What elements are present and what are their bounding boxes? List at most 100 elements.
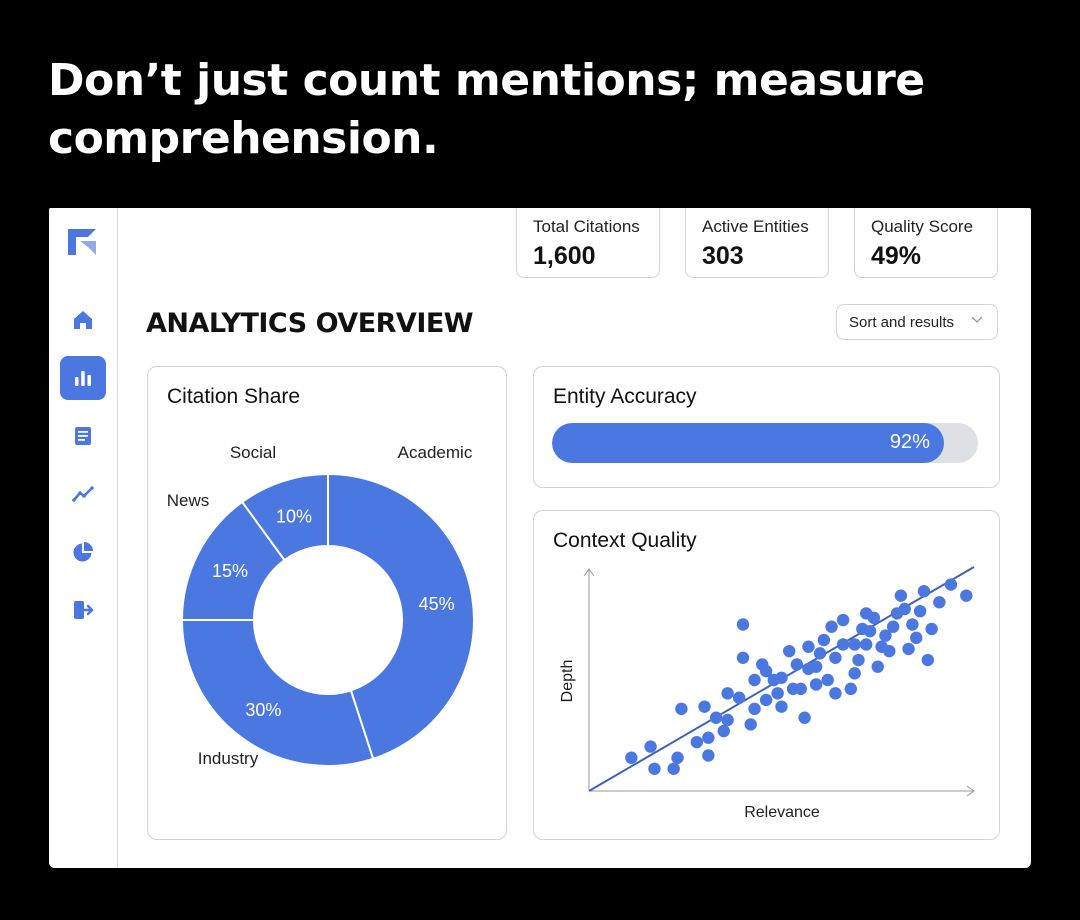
scatter-point [702, 731, 715, 744]
category-label-news: News [167, 491, 210, 510]
headline: Don’t just count mentions; measure compr… [48, 55, 925, 164]
trend-line-icon [72, 486, 94, 502]
scatter-point [798, 711, 811, 724]
document-icon [75, 427, 91, 445]
scatter-point [667, 762, 680, 775]
x-axis-label: Relevance [744, 804, 820, 821]
scatter-point [702, 749, 715, 762]
y-axis-arrow-icon [583, 568, 595, 577]
scatter-point [675, 702, 688, 716]
x-axis-arrow-icon [966, 785, 975, 797]
scatter-point [717, 724, 730, 738]
kpi-card-active-entities: Active Entities 303 [685, 208, 829, 278]
category-label-industry: Industry [198, 749, 259, 768]
scatter-point [756, 658, 769, 671]
scatter-point [836, 613, 850, 627]
scatter-point [848, 638, 861, 651]
citation-share-donut-chart: 45% Academic 30% Industry 15% News 10% Social [167, 443, 475, 768]
scatter-point [736, 651, 750, 664]
donut-slice-social[interactable] [240, 472, 329, 562]
app-logo-icon [68, 229, 96, 255]
home-icon [74, 311, 92, 329]
scatter-point [709, 711, 723, 724]
scatter-point [829, 651, 842, 664]
bar-chart-icon [75, 371, 91, 386]
donut-slice-industry[interactable] [180, 619, 375, 767]
chevron-down-icon [971, 316, 983, 323]
entity-accuracy-progress-track: 92% [552, 423, 978, 463]
scatter-point [925, 622, 938, 636]
scatter-point [836, 638, 850, 651]
slice-value-label-news: 15% [212, 561, 248, 581]
card-title: Citation Share [167, 385, 301, 408]
card-title: Context Quality [553, 529, 697, 552]
sidebar-item-logout[interactable] [60, 588, 106, 632]
scatter-point [886, 620, 900, 633]
entity-accuracy-value: 92% [889, 431, 930, 453]
scatter-point [821, 673, 834, 687]
card-title: Entity Accuracy [553, 385, 697, 408]
scatter-point [625, 751, 638, 764]
kpi-label: Active Entities [702, 217, 809, 236]
scatter-point [883, 644, 896, 658]
scatter-point [748, 673, 761, 687]
scatter-point [644, 740, 657, 753]
y-axis-label: Depth [559, 660, 576, 703]
scatter-point [825, 620, 838, 633]
kpi-label: Quality Score [871, 217, 974, 236]
scatter-point [879, 629, 892, 642]
entity-accuracy-card: Entity Accuracy 92% [533, 366, 1000, 488]
scatter-point [775, 700, 788, 713]
slice-value-label-academic: 45% [419, 594, 455, 614]
sidebar-item-trends[interactable] [60, 472, 106, 516]
slice-value-label-industry: 30% [245, 700, 281, 720]
sidebar [49, 208, 118, 868]
scatter-point [744, 718, 757, 731]
scatter-point [698, 700, 711, 713]
scatter-point [802, 640, 815, 653]
category-label-social: Social [230, 443, 276, 462]
scatter-point [933, 596, 946, 609]
pie-chart-icon [73, 542, 93, 562]
scatter-point [690, 735, 703, 749]
scatter-point [910, 631, 923, 645]
scatter-point [767, 673, 780, 687]
scatter-point [794, 682, 807, 696]
scatter-point [844, 682, 857, 696]
context-quality-card: Context Quality Relevance Depth [533, 510, 1000, 840]
category-label-academic: Academic [398, 443, 473, 462]
entity-accuracy-progress-fill: 92% [552, 423, 944, 463]
logout-icon [74, 601, 94, 619]
scatter-point [860, 638, 873, 651]
scatter-point [902, 642, 915, 656]
donut-slice-academic[interactable] [327, 472, 475, 761]
scatter-point [894, 589, 908, 602]
scatter-point [890, 607, 904, 620]
scatter-point [748, 702, 761, 716]
scatter-point [721, 713, 734, 727]
scatter-point [809, 678, 823, 691]
scatter-point [906, 618, 919, 631]
kpi-card-total-citations: Total Citations 1,600 [516, 208, 660, 278]
scatter-point [648, 762, 661, 775]
sort-dropdown-label: Sort and results [849, 313, 955, 331]
kpi-card-quality-score: Quality Score 49% [854, 208, 998, 278]
kpi-label: Total Citations [533, 217, 640, 236]
scatter-point [809, 660, 823, 673]
kpi-value: 49% [871, 242, 922, 270]
sidebar-item-home[interactable] [60, 298, 106, 342]
scatter-point [759, 693, 773, 707]
sidebar-item-documents[interactable] [60, 414, 106, 458]
scatter-point [848, 667, 861, 680]
sidebar-item-analytics[interactable] [60, 356, 106, 400]
scatter-point [783, 644, 796, 658]
scatter-point [736, 618, 750, 631]
scatter-point [829, 687, 842, 700]
scatter-point [913, 604, 927, 618]
scatter-point [867, 611, 881, 625]
kpi-value: 1,600 [533, 242, 596, 270]
scatter-point [852, 653, 865, 667]
scatter-point [817, 633, 831, 647]
sidebar-item-reports[interactable] [60, 530, 106, 574]
sort-dropdown[interactable]: Sort and results [836, 304, 998, 340]
